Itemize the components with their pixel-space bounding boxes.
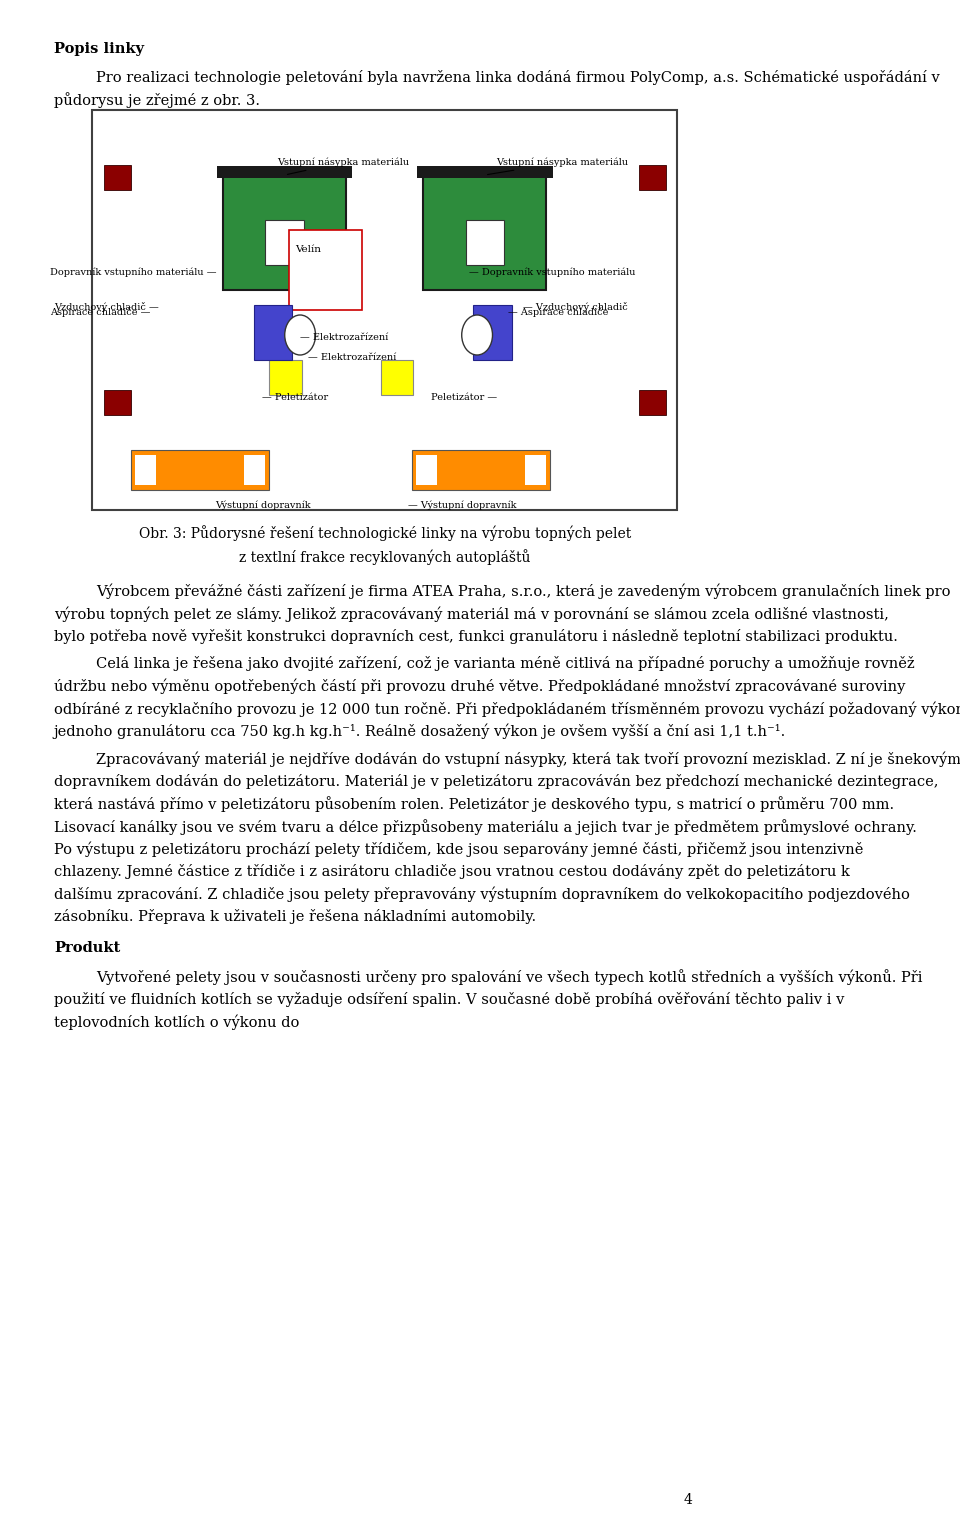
Text: výrobu topných pelet ze slámy. Jelikož zpracovávaný materiál má v porovnání se s: výrobu topných pelet ze slámy. Jelikož z… [54,607,889,622]
Text: — Výstupní dopravník: — Výstupní dopravník [408,501,516,510]
Text: Vzduchový chladič —: Vzduchový chladič — [54,301,158,312]
Text: — Aspirace chladiče: — Aspirace chladiče [508,307,609,317]
Text: Dopravník vstupního materiálu —: Dopravník vstupního materiálu — [50,267,217,277]
Bar [412,450,550,490]
Text: Pro realizaci technologie peletování byla navržena linka dodáná firmou PolyComp,: Pro realizaci technologie peletování byl… [96,71,940,85]
Text: Vstupní násypka materiálu: Vstupní násypka materiálu [488,157,629,175]
Bar [217,166,352,178]
Text: — Dopravník vstupního materiálu: — Dopravník vstupního materiálu [469,267,636,277]
Text: použití ve fluidních kotlích se vyžaduje odsíření spalin. V současné době probíh: použití ve fluidních kotlích se vyžaduje… [54,991,844,1007]
Bar [104,390,131,415]
FancyBboxPatch shape [92,111,677,510]
Bar [244,455,266,486]
Bar [525,455,546,486]
Circle shape [285,315,316,355]
Text: půdorysu je zřejmé z obr. 3.: půdorysu je zřejmé z obr. 3. [54,92,260,109]
Text: chlazeny. Jemné částice z třídiče i z asirátoru chladiče jsou vratnou cestou dod: chlazeny. Jemné částice z třídiče i z as… [54,864,850,879]
Text: Peletizátor —: Peletizátor — [431,393,497,403]
Circle shape [462,315,492,355]
Text: Vstupní násypka materiálu: Vstupní násypka materiálu [277,157,409,174]
Bar [223,171,347,290]
Text: Výstupní dopravník: Výstupní dopravník [215,501,311,510]
Text: — Peletizátor: — Peletizátor [262,393,327,403]
Bar [416,455,437,486]
Text: — Elektrozařízení: — Elektrozařízení [300,334,389,343]
Text: — Elektrozařízení: — Elektrozařízení [308,354,396,363]
Text: bylo potřeba nově vyřešit konstrukci dopravních cest, funkci granulátoru i násle: bylo potřeba nově vyřešit konstrukci dop… [54,629,898,644]
Bar [254,304,293,360]
Text: Produkt: Produkt [54,942,120,956]
Text: — Vzduchový chladič: — Vzduchový chladič [523,301,628,312]
Text: zásobníku. Přeprava k uživateli je řešena nákladními automobily.: zásobníku. Přeprava k uživateli je řešen… [54,908,536,924]
Text: Výrobcem převážné části zařízení je firma ATEA Praha, s.r.o., která je zavedeným: Výrobcem převážné části zařízení je firm… [96,584,950,599]
Bar [266,220,304,264]
Text: Aspirace chladiče —: Aspirace chladiče — [50,307,151,317]
Bar [289,231,362,310]
Bar [638,390,665,415]
Text: z textlní frakce recyklovaných autopláštů: z textlní frakce recyklovaných autoplášt… [239,549,531,566]
Bar [381,360,413,395]
Bar [104,166,131,191]
Text: údržbu nebo výměnu opotřebených částí při provozu druhé větve. Předpokládané mno: údržbu nebo výměnu opotřebených částí př… [54,679,905,695]
Bar [423,171,546,290]
Bar [473,304,512,360]
Bar [638,166,665,191]
Text: Obr. 3: Půdorysné řešení technologické linky na výrobu topných pelet: Obr. 3: Půdorysné řešení technologické l… [138,526,631,541]
Bar [466,220,504,264]
Bar [270,360,301,395]
Bar [134,455,156,486]
Text: Popis linky: Popis linky [54,41,144,55]
Text: jednoho granulátoru cca 750 kg.h kg.h⁻¹. Reálně dosažený výkon je ovšem vyšší a : jednoho granulátoru cca 750 kg.h kg.h⁻¹.… [54,724,786,739]
Text: Velín: Velín [295,244,321,254]
Text: Zpracovávaný materiál je nejdříve dodáván do vstupní násypky, která tak tvoří pr: Zpracovávaný materiál je nejdříve dodává… [96,752,960,767]
Text: dopravníkem dodáván do peletizátoru. Materiál je v peletizátoru zpracováván bez : dopravníkem dodáván do peletizátoru. Mat… [54,775,938,788]
Bar [417,166,553,178]
Text: odbíráné z recyklačního provozu je 12 000 tun ročně. Při předpokládaném třísměnn: odbíráné z recyklačního provozu je 12 00… [54,701,960,716]
Bar [131,450,270,490]
Text: dalšímu zpracování. Z chladiče jsou pelety přepravovány výstupním dopravníkem do: dalšímu zpracování. Z chladiče jsou pele… [54,887,910,902]
Text: teplovodních kotlích o výkonu do: teplovodních kotlích o výkonu do [54,1014,300,1030]
Text: Celá linka je řešena jako dvojité zařízení, což je varianta méně citlivá na příp: Celá linka je řešena jako dvojité zaříze… [96,656,915,672]
Text: Lisovací kanálky jsou ve svém tvaru a délce přizpůsobeny materiálu a jejich tvar: Lisovací kanálky jsou ve svém tvaru a dé… [54,819,917,835]
Text: která nastává přímo v peletizátoru působením rolen. Peletizátor je deskového typ: která nastává přímo v peletizátoru působ… [54,796,894,813]
Text: Po výstupu z peletizátoru prochází pelety třídičem, kde jsou separovány jemné čá: Po výstupu z peletizátoru prochází pelet… [54,841,863,858]
Text: 4: 4 [684,1492,692,1506]
Text: Vytvořené pelety jsou v současnosti určeny pro spalování ve všech typech kotlů s: Vytvořené pelety jsou v současnosti urče… [96,970,923,985]
